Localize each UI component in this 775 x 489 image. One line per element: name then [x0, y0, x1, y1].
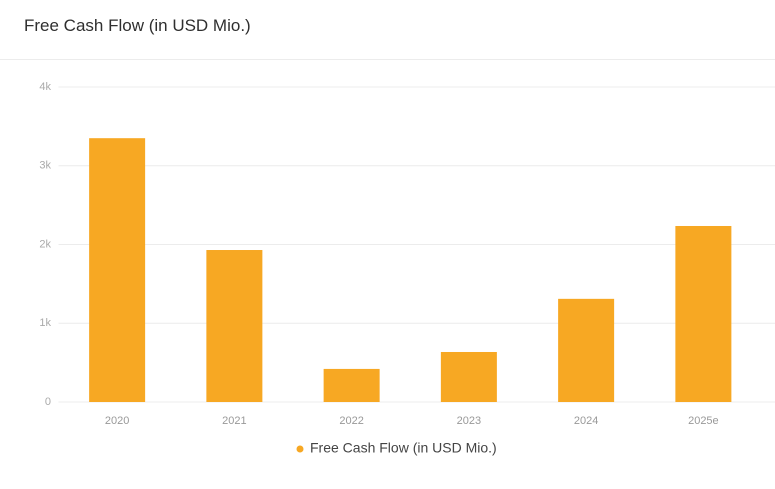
y-tick-label: 3k [39, 160, 51, 172]
bar [323, 368, 380, 402]
y-tick-label: 1k [39, 317, 51, 329]
x-tick-label: 2024 [574, 415, 598, 427]
header: Free Cash Flow (in USD Mio.) [0, 0, 775, 60]
legend-marker [296, 445, 304, 453]
bar [206, 250, 263, 402]
y-tick-label: 2k [39, 238, 51, 250]
y-tick-label: 4k [39, 81, 51, 93]
y-tick-label: 0 [45, 396, 51, 408]
bar [440, 351, 497, 402]
bar [89, 138, 146, 402]
x-tick-label: 2021 [222, 415, 246, 427]
bar [675, 225, 732, 402]
bar [558, 298, 615, 402]
x-tick-label: 2025e [688, 415, 719, 427]
x-tick-label: 2023 [457, 415, 481, 427]
x-tick-label: 2022 [339, 415, 363, 427]
legend-label[interactable]: Free Cash Flow (in USD Mio.) [310, 440, 497, 456]
chart-title: Free Cash Flow (in USD Mio.) [24, 16, 251, 35]
x-tick-label: 2020 [105, 415, 129, 427]
